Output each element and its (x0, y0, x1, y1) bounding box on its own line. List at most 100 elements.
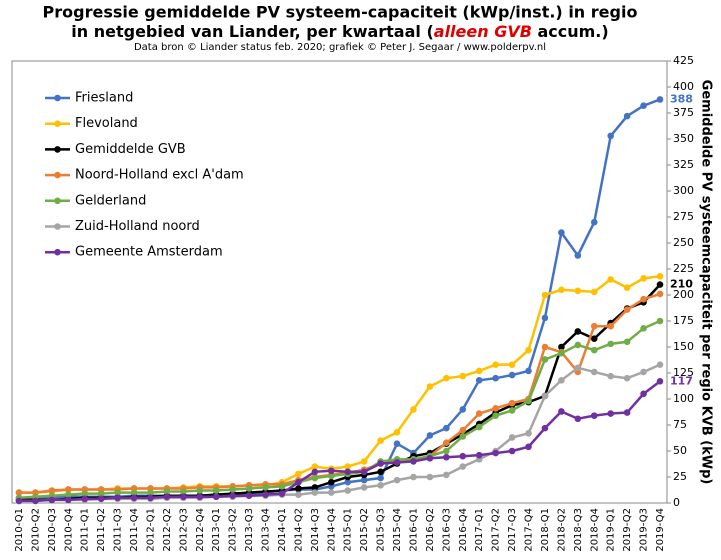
x-tick-label: 2019-Q1 (606, 508, 617, 552)
point (262, 484, 269, 491)
legend-marker (54, 223, 61, 230)
x-tick-label: 2015-Q4 (392, 508, 403, 552)
point (443, 453, 450, 461)
y-tick-label: 325 (673, 158, 694, 171)
point (377, 468, 384, 476)
point (245, 485, 253, 492)
point (656, 378, 664, 385)
point (607, 132, 614, 140)
point (393, 440, 401, 448)
x-tick-label: 2015-Q1 (343, 508, 354, 552)
point (196, 493, 204, 501)
point (32, 497, 39, 505)
y-tick-label: 250 (673, 236, 694, 249)
point (590, 288, 598, 296)
point (15, 489, 23, 496)
point (623, 306, 631, 313)
x-tick-label: 2013-Q4 (261, 508, 272, 552)
point (147, 489, 154, 496)
point (15, 497, 23, 505)
end-label: 388 (670, 92, 693, 105)
plot-frame (11, 60, 668, 504)
point (278, 483, 286, 490)
point (640, 275, 647, 282)
y-tick-label: 125 (673, 366, 694, 379)
x-tick-label: 2015-Q2 (359, 508, 370, 552)
x-tick-label: 2011-Q3 (113, 508, 124, 552)
point (558, 343, 565, 351)
point (295, 491, 302, 498)
point (410, 458, 417, 465)
point (574, 328, 582, 335)
point (574, 252, 582, 259)
point (623, 284, 631, 292)
point (377, 460, 384, 467)
x-tick-label: 2011-Q4 (129, 508, 140, 552)
point (459, 426, 467, 434)
point (81, 490, 89, 497)
point (443, 439, 450, 446)
point (541, 314, 549, 322)
y-axis-label: Gemiddelde PV systeemcapaciteit per regi… (699, 80, 714, 485)
point (360, 458, 368, 465)
point (114, 494, 121, 502)
point (492, 449, 499, 457)
x-tick-label: 2018-Q4 (589, 508, 600, 552)
point (508, 399, 516, 407)
point (229, 492, 236, 500)
point (65, 491, 72, 498)
point (656, 361, 664, 368)
point (459, 463, 467, 470)
point (623, 374, 631, 382)
x-tick-label: 2012-Q4 (195, 508, 206, 552)
legend-marker (54, 171, 61, 179)
point (377, 437, 384, 444)
point (48, 487, 56, 494)
y-tick-label: 50 (673, 444, 687, 457)
point (590, 346, 598, 354)
point (541, 356, 549, 363)
point (590, 322, 598, 330)
x-tick-label: 2012-Q2 (162, 508, 173, 552)
point (590, 335, 598, 342)
end-label: 210 (670, 278, 693, 291)
x-tick-label: 2014-Q2 (293, 508, 304, 552)
point (492, 405, 499, 412)
x-tick-label: 2019-Q2 (622, 508, 633, 552)
point (360, 484, 368, 491)
x-tick-label: 2015-Q3 (376, 508, 387, 552)
subtitle: Data bron © Liander status feb. 2020; gr… (134, 42, 546, 53)
point (508, 407, 516, 414)
point (426, 454, 434, 462)
point (443, 374, 450, 382)
x-tick-label: 2019-Q3 (639, 508, 650, 552)
x-tick-label: 2010-Q3 (47, 508, 58, 552)
point (475, 376, 483, 384)
series-line (19, 275, 661, 494)
legend-marker (54, 146, 61, 153)
point (327, 489, 335, 496)
point (377, 474, 384, 482)
point (656, 272, 664, 280)
point (574, 364, 582, 372)
point (459, 372, 467, 380)
point (607, 372, 614, 380)
point (640, 102, 647, 110)
point (114, 489, 121, 496)
x-tick-label: 2010-Q2 (30, 508, 41, 552)
point (212, 493, 220, 501)
point (541, 291, 549, 299)
y-tick-label: 225 (673, 262, 694, 275)
point (443, 471, 450, 479)
point (196, 487, 204, 494)
x-tick-label: 2016-Q3 (441, 508, 452, 552)
point (262, 491, 269, 498)
point (65, 496, 72, 504)
point (180, 488, 187, 495)
point (558, 376, 565, 384)
point (475, 367, 483, 375)
point (311, 474, 319, 482)
x-tick-label: 2011-Q1 (80, 508, 91, 552)
point (426, 383, 434, 390)
y-tick-label: 275 (673, 210, 694, 223)
